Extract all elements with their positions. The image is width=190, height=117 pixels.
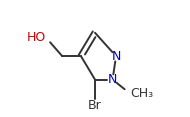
- Text: CH₃: CH₃: [130, 87, 153, 100]
- Text: N: N: [111, 50, 121, 63]
- Text: N: N: [108, 73, 117, 86]
- Text: HO: HO: [27, 31, 46, 44]
- Text: Br: Br: [88, 99, 102, 112]
